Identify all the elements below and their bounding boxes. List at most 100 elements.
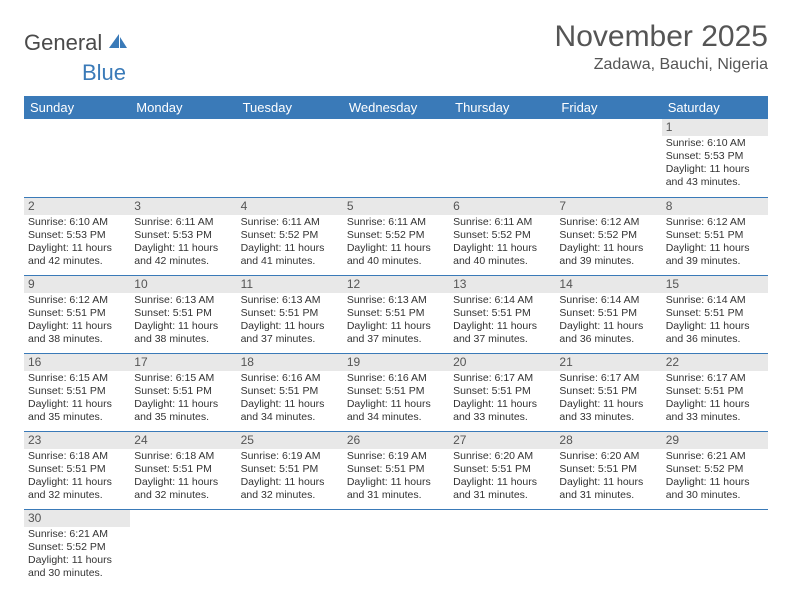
sunset-line: Sunset: 5:51 PM xyxy=(666,229,764,242)
calendar-cell xyxy=(237,119,343,197)
day-details: Sunrise: 6:21 AMSunset: 5:52 PMDaylight:… xyxy=(662,449,768,505)
calendar-cell: 15Sunrise: 6:14 AMSunset: 5:51 PMDayligh… xyxy=(662,275,768,353)
sunrise-line: Sunrise: 6:19 AM xyxy=(241,450,339,463)
sunrise-line: Sunrise: 6:17 AM xyxy=(666,372,764,385)
calendar-cell: 29Sunrise: 6:21 AMSunset: 5:52 PMDayligh… xyxy=(662,431,768,509)
daylight-line: Daylight: 11 hours and 35 minutes. xyxy=(134,398,232,424)
weekday-header-row: SundayMondayTuesdayWednesdayThursdayFrid… xyxy=(24,96,768,119)
day-details: Sunrise: 6:12 AMSunset: 5:51 PMDaylight:… xyxy=(24,293,130,349)
daylight-line: Daylight: 11 hours and 33 minutes. xyxy=(559,398,657,424)
logo-sail-icon xyxy=(107,32,129,55)
calendar-cell: 24Sunrise: 6:18 AMSunset: 5:51 PMDayligh… xyxy=(130,431,236,509)
daylight-line: Daylight: 11 hours and 37 minutes. xyxy=(347,320,445,346)
sunset-line: Sunset: 5:51 PM xyxy=(347,463,445,476)
day-details: Sunrise: 6:14 AMSunset: 5:51 PMDaylight:… xyxy=(449,293,555,349)
day-number: 14 xyxy=(555,276,661,293)
calendar-cell: 25Sunrise: 6:19 AMSunset: 5:51 PMDayligh… xyxy=(237,431,343,509)
day-number: 26 xyxy=(343,432,449,449)
calendar-cell xyxy=(237,509,343,587)
daylight-line: Daylight: 11 hours and 34 minutes. xyxy=(347,398,445,424)
month-title: November 2025 xyxy=(555,20,768,54)
day-number: 10 xyxy=(130,276,236,293)
sunset-line: Sunset: 5:51 PM xyxy=(134,463,232,476)
sunset-line: Sunset: 5:51 PM xyxy=(453,307,551,320)
daylight-line: Daylight: 11 hours and 41 minutes. xyxy=(241,242,339,268)
weekday-header: Friday xyxy=(555,96,661,119)
calendar-cell xyxy=(130,119,236,197)
calendar-cell: 16Sunrise: 6:15 AMSunset: 5:51 PMDayligh… xyxy=(24,353,130,431)
sunrise-line: Sunrise: 6:11 AM xyxy=(241,216,339,229)
day-details: Sunrise: 6:11 AMSunset: 5:52 PMDaylight:… xyxy=(343,215,449,271)
sunrise-line: Sunrise: 6:13 AM xyxy=(134,294,232,307)
sunrise-line: Sunrise: 6:12 AM xyxy=(666,216,764,229)
sunset-line: Sunset: 5:51 PM xyxy=(134,307,232,320)
day-number: 8 xyxy=(662,198,768,215)
calendar-cell: 22Sunrise: 6:17 AMSunset: 5:51 PMDayligh… xyxy=(662,353,768,431)
calendar-cell: 10Sunrise: 6:13 AMSunset: 5:51 PMDayligh… xyxy=(130,275,236,353)
sunset-line: Sunset: 5:51 PM xyxy=(241,385,339,398)
sunset-line: Sunset: 5:53 PM xyxy=(666,150,764,163)
sunset-line: Sunset: 5:52 PM xyxy=(453,229,551,242)
day-number: 19 xyxy=(343,354,449,371)
sunrise-line: Sunrise: 6:19 AM xyxy=(347,450,445,463)
day-number: 5 xyxy=(343,198,449,215)
calendar-cell xyxy=(555,509,661,587)
calendar-row: 9Sunrise: 6:12 AMSunset: 5:51 PMDaylight… xyxy=(24,275,768,353)
day-number: 27 xyxy=(449,432,555,449)
calendar-cell: 8Sunrise: 6:12 AMSunset: 5:51 PMDaylight… xyxy=(662,197,768,275)
daylight-line: Daylight: 11 hours and 30 minutes. xyxy=(666,476,764,502)
calendar-cell: 26Sunrise: 6:19 AMSunset: 5:51 PMDayligh… xyxy=(343,431,449,509)
sunrise-line: Sunrise: 6:15 AM xyxy=(134,372,232,385)
calendar-cell: 21Sunrise: 6:17 AMSunset: 5:51 PMDayligh… xyxy=(555,353,661,431)
day-details: Sunrise: 6:17 AMSunset: 5:51 PMDaylight:… xyxy=(449,371,555,427)
calendar-cell: 20Sunrise: 6:17 AMSunset: 5:51 PMDayligh… xyxy=(449,353,555,431)
day-details: Sunrise: 6:16 AMSunset: 5:51 PMDaylight:… xyxy=(237,371,343,427)
daylight-line: Daylight: 11 hours and 30 minutes. xyxy=(28,554,126,580)
sunrise-line: Sunrise: 6:15 AM xyxy=(28,372,126,385)
day-details: Sunrise: 6:10 AMSunset: 5:53 PMDaylight:… xyxy=(662,136,768,192)
daylight-line: Daylight: 11 hours and 38 minutes. xyxy=(28,320,126,346)
day-number: 22 xyxy=(662,354,768,371)
calendar-cell xyxy=(343,509,449,587)
day-number: 29 xyxy=(662,432,768,449)
sunset-line: Sunset: 5:53 PM xyxy=(28,229,126,242)
sunset-line: Sunset: 5:51 PM xyxy=(347,307,445,320)
sunset-line: Sunset: 5:51 PM xyxy=(28,307,126,320)
sunrise-line: Sunrise: 6:14 AM xyxy=(453,294,551,307)
day-details: Sunrise: 6:19 AMSunset: 5:51 PMDaylight:… xyxy=(343,449,449,505)
sunrise-line: Sunrise: 6:11 AM xyxy=(453,216,551,229)
day-number: 11 xyxy=(237,276,343,293)
daylight-line: Daylight: 11 hours and 34 minutes. xyxy=(241,398,339,424)
weekday-header: Thursday xyxy=(449,96,555,119)
sunset-line: Sunset: 5:51 PM xyxy=(559,385,657,398)
calendar-cell xyxy=(662,509,768,587)
calendar-cell: 7Sunrise: 6:12 AMSunset: 5:52 PMDaylight… xyxy=(555,197,661,275)
sunset-line: Sunset: 5:51 PM xyxy=(347,385,445,398)
sunset-line: Sunset: 5:52 PM xyxy=(241,229,339,242)
sunset-line: Sunset: 5:51 PM xyxy=(28,385,126,398)
weekday-header: Saturday xyxy=(662,96,768,119)
calendar-row: 2Sunrise: 6:10 AMSunset: 5:53 PMDaylight… xyxy=(24,197,768,275)
calendar-cell xyxy=(130,509,236,587)
day-number: 30 xyxy=(24,510,130,527)
sunrise-line: Sunrise: 6:18 AM xyxy=(28,450,126,463)
daylight-line: Daylight: 11 hours and 38 minutes. xyxy=(134,320,232,346)
day-details: Sunrise: 6:19 AMSunset: 5:51 PMDaylight:… xyxy=(237,449,343,505)
daylight-line: Daylight: 11 hours and 35 minutes. xyxy=(28,398,126,424)
calendar-cell: 5Sunrise: 6:11 AMSunset: 5:52 PMDaylight… xyxy=(343,197,449,275)
daylight-line: Daylight: 11 hours and 42 minutes. xyxy=(28,242,126,268)
day-details: Sunrise: 6:13 AMSunset: 5:51 PMDaylight:… xyxy=(130,293,236,349)
sunset-line: Sunset: 5:52 PM xyxy=(28,541,126,554)
daylight-line: Daylight: 11 hours and 37 minutes. xyxy=(241,320,339,346)
day-number: 23 xyxy=(24,432,130,449)
day-details: Sunrise: 6:12 AMSunset: 5:52 PMDaylight:… xyxy=(555,215,661,271)
day-details: Sunrise: 6:17 AMSunset: 5:51 PMDaylight:… xyxy=(555,371,661,427)
day-number: 25 xyxy=(237,432,343,449)
day-details: Sunrise: 6:17 AMSunset: 5:51 PMDaylight:… xyxy=(662,371,768,427)
daylight-line: Daylight: 11 hours and 32 minutes. xyxy=(28,476,126,502)
sunrise-line: Sunrise: 6:16 AM xyxy=(241,372,339,385)
calendar-cell: 6Sunrise: 6:11 AMSunset: 5:52 PMDaylight… xyxy=(449,197,555,275)
sunset-line: Sunset: 5:51 PM xyxy=(453,385,551,398)
calendar-cell xyxy=(449,119,555,197)
calendar-cell: 27Sunrise: 6:20 AMSunset: 5:51 PMDayligh… xyxy=(449,431,555,509)
